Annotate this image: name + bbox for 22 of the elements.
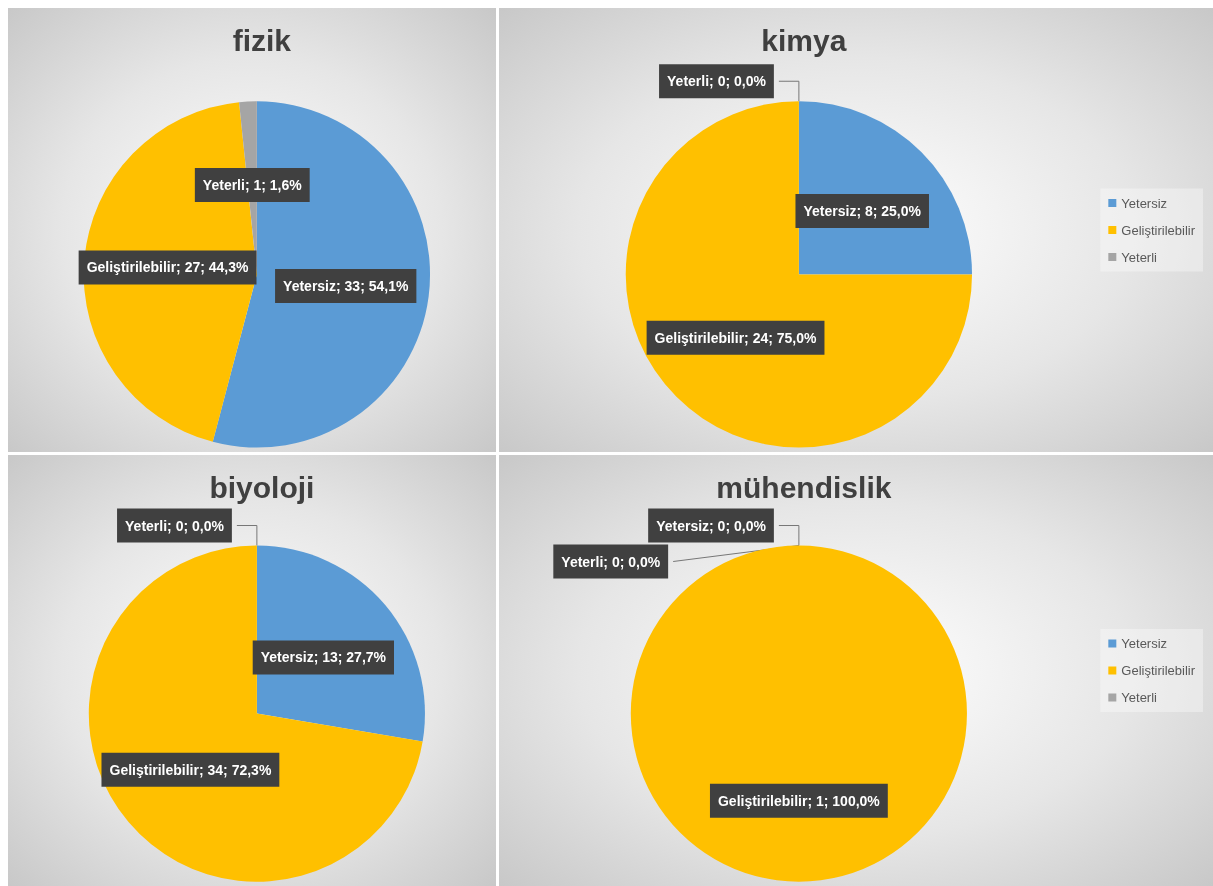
category-label: Yeterli; 0; 0,0% xyxy=(667,73,766,90)
slice-label: Geliştirilebilir; 27; 44,3% xyxy=(86,259,250,276)
slice-label: Geliştirilebilir; 34; 72,3% xyxy=(109,761,272,778)
category-label: Geliştirilebilir; 1; 100,0% xyxy=(717,792,880,809)
slice-label: Yeterli; 1; 1,6% xyxy=(202,176,303,193)
legend-label: Yetersiz xyxy=(1121,195,1168,211)
category-label: Geliştirilebilir; 24; 75,0% xyxy=(654,329,817,346)
legend-label: Yeterli xyxy=(1121,249,1158,265)
category-label: Yetersiz; 8; 25,0% xyxy=(803,203,921,220)
chart-title: mühendislik xyxy=(716,470,892,504)
chart-title: biyoloji xyxy=(209,470,315,504)
legend-label: Geliştirilebilir xyxy=(1121,663,1196,678)
category-label: Yeterli; 0; 0,0% xyxy=(125,517,224,534)
slice-label: Yetersiz; 33; 54,1% xyxy=(283,277,409,294)
legend-label: Yetersiz xyxy=(1121,636,1168,651)
chart-title: kimya xyxy=(761,23,847,57)
slice-label: Yetersiz; 13; 27,7% xyxy=(260,649,387,666)
legend-label: Geliştirilebilir xyxy=(1121,222,1196,238)
legend-label: Yeterli xyxy=(1121,690,1158,705)
chart-title: fizik xyxy=(232,23,292,57)
category-label: Yeterli; 0; 0,0% xyxy=(561,553,661,570)
category-label: Yetersiz; 0; 0,0% xyxy=(656,517,766,534)
